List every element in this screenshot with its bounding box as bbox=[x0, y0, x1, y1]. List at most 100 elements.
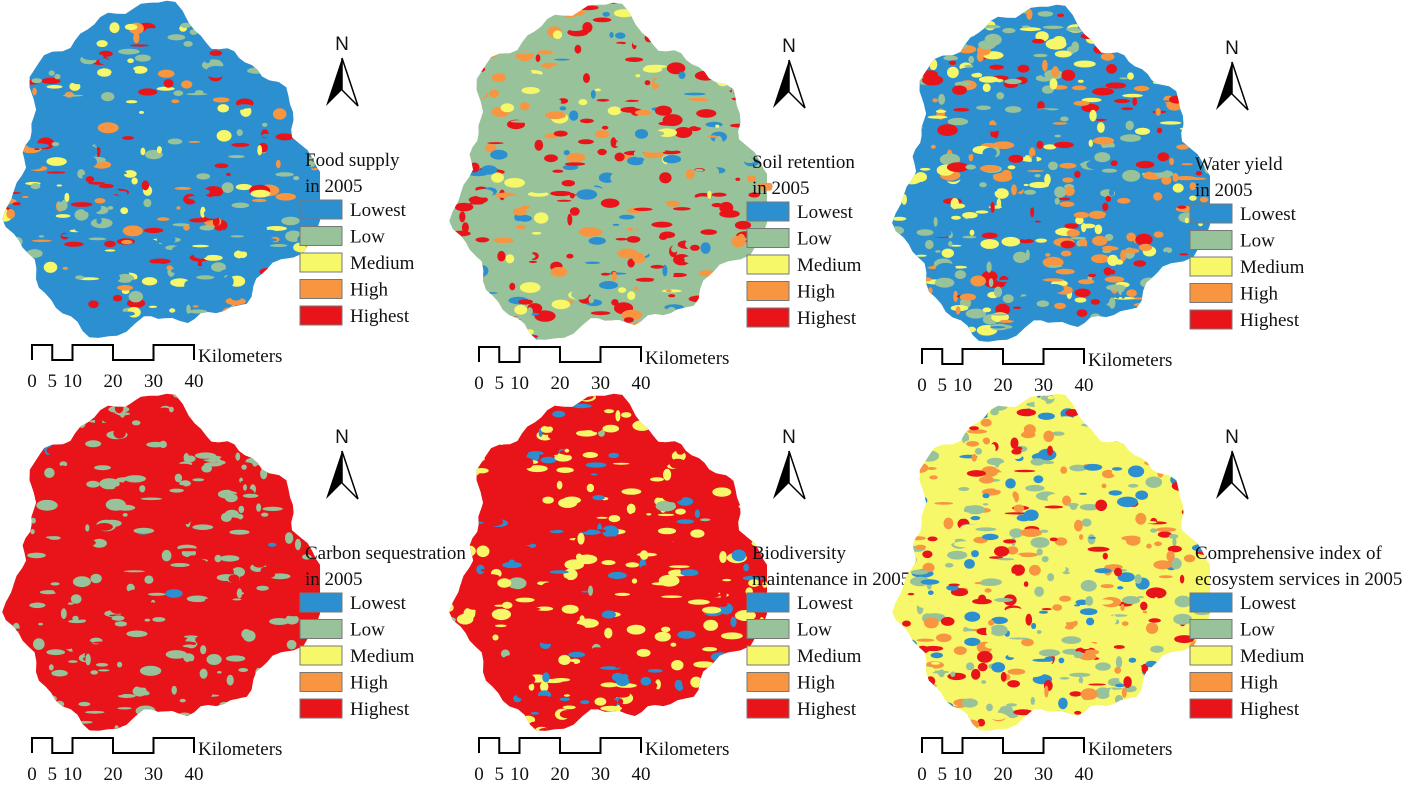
map-patch bbox=[655, 105, 672, 116]
map-patch bbox=[269, 31, 284, 38]
map-patch bbox=[611, 299, 619, 306]
map-patch bbox=[927, 722, 941, 727]
map-patch bbox=[938, 93, 946, 105]
map-patch bbox=[507, 448, 528, 452]
map-patch bbox=[275, 172, 294, 177]
map-patch bbox=[268, 282, 287, 292]
map-patch bbox=[931, 711, 937, 717]
map-patch bbox=[549, 529, 564, 534]
map-patch bbox=[656, 724, 666, 729]
map-patch bbox=[153, 191, 166, 201]
map-patch bbox=[689, 4, 706, 8]
map-patch bbox=[933, 708, 955, 714]
map-patch bbox=[583, 73, 590, 84]
map-patch bbox=[670, 441, 684, 447]
map-patch bbox=[203, 254, 223, 261]
map-patch bbox=[906, 454, 922, 461]
map-patch bbox=[521, 87, 540, 94]
map-patch bbox=[673, 24, 693, 28]
map-patch bbox=[84, 602, 91, 613]
map-patch bbox=[955, 694, 975, 699]
map-patch bbox=[444, 345, 466, 353]
map-patch bbox=[468, 195, 488, 204]
map-patch bbox=[1145, 660, 1158, 668]
map-patch bbox=[1168, 269, 1183, 274]
map-patch bbox=[231, 202, 250, 209]
map-patch bbox=[116, 285, 134, 291]
map-patch bbox=[1126, 308, 1136, 314]
map-patch bbox=[622, 484, 640, 487]
map-patch bbox=[518, 328, 534, 336]
legend-swatch bbox=[1189, 698, 1233, 719]
map-patch bbox=[1187, 407, 1195, 411]
map-patch bbox=[69, 251, 90, 258]
legend-swatch bbox=[746, 281, 790, 301]
map-patch bbox=[626, 236, 641, 243]
map-patch bbox=[686, 52, 705, 56]
map-patch bbox=[742, 439, 752, 444]
map-patch bbox=[552, 678, 571, 682]
map-patch bbox=[1055, 449, 1062, 454]
map-patch bbox=[1202, 26, 1214, 34]
map-patch bbox=[207, 413, 230, 425]
map-patch bbox=[13, 628, 26, 632]
map-patch bbox=[681, 435, 700, 448]
map-patch bbox=[463, 420, 484, 425]
map-patch bbox=[654, 35, 661, 46]
map-patch bbox=[666, 62, 686, 75]
map-patch bbox=[261, 133, 270, 138]
map-patch bbox=[252, 287, 257, 293]
map-patch bbox=[561, 180, 575, 187]
map-patch bbox=[1121, 621, 1129, 626]
map-patch bbox=[60, 18, 72, 21]
map-patch bbox=[2, 501, 24, 505]
map-patch bbox=[14, 28, 25, 37]
map-patch bbox=[490, 149, 508, 160]
map-patch bbox=[238, 257, 246, 265]
map-patch bbox=[537, 586, 543, 590]
map-patch bbox=[1159, 34, 1176, 39]
map-patch bbox=[487, 683, 508, 692]
map-patch bbox=[641, 451, 653, 454]
map-patch bbox=[961, 698, 978, 708]
scale-tick-label: 10 bbox=[953, 375, 972, 396]
map-patch bbox=[1162, 251, 1170, 262]
map-patch bbox=[2, 17, 11, 27]
map-patch bbox=[637, 283, 655, 292]
map-patch bbox=[300, 70, 315, 73]
map-patch bbox=[486, 454, 501, 466]
map-patch bbox=[469, 162, 480, 173]
map-patch bbox=[1051, 431, 1065, 436]
map-patch bbox=[988, 399, 995, 408]
map-patch bbox=[528, 575, 538, 587]
panel-title: in 2005 bbox=[752, 178, 810, 199]
map-patch bbox=[711, 679, 731, 687]
map-patch bbox=[129, 733, 148, 744]
map-patch bbox=[903, 285, 918, 297]
map-patch bbox=[690, 328, 702, 334]
map-patch bbox=[512, 207, 527, 216]
map-patch bbox=[564, 448, 570, 453]
map-patch bbox=[232, 403, 243, 409]
map-patch bbox=[264, 25, 274, 34]
map-patch bbox=[726, 687, 745, 692]
map-patch bbox=[312, 527, 323, 530]
map-patch bbox=[959, 293, 977, 301]
legend-swatch bbox=[1189, 645, 1233, 666]
map-patch bbox=[747, 8, 763, 14]
map-patch bbox=[573, 485, 580, 491]
map-patch bbox=[989, 64, 1004, 70]
map-patch bbox=[546, 539, 562, 546]
map-patch bbox=[33, 410, 42, 416]
map-patch bbox=[592, 288, 604, 299]
map-patch bbox=[1033, 475, 1044, 484]
map-patch bbox=[281, 25, 295, 33]
map-patch bbox=[85, 146, 98, 157]
map-patch bbox=[1140, 277, 1160, 289]
map-patch bbox=[629, 720, 636, 728]
map-patch bbox=[203, 208, 222, 219]
map-patch bbox=[1144, 331, 1162, 342]
map-patch bbox=[1106, 63, 1117, 74]
map-patch bbox=[756, 471, 763, 480]
map-patch bbox=[290, 69, 299, 78]
